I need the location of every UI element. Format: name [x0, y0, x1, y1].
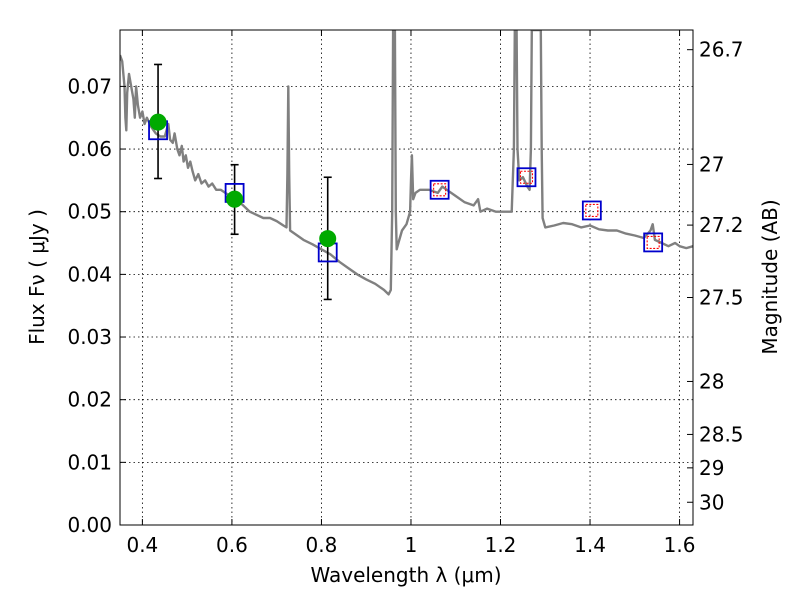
marker-layer	[148, 63, 664, 301]
x-axis-label: Wavelength λ (μm)	[310, 563, 501, 587]
y-tick-label: 0.07	[67, 74, 112, 98]
plot-area	[120, 30, 693, 296]
mag-tick-label: 28	[699, 369, 724, 393]
model-band-square	[643, 232, 664, 253]
mag-tick-label: 27.2	[699, 213, 744, 237]
observed-point	[226, 190, 244, 208]
y-tick-label: 0.05	[67, 200, 112, 224]
plot-frame	[119, 29, 694, 526]
band-flux-square	[585, 203, 599, 218]
y-tick-label: 0.03	[67, 325, 112, 349]
spectrum-line	[120, 30, 693, 296]
band-flux-square	[519, 170, 534, 184]
band-flux-square	[646, 235, 660, 249]
y-tick-label: 0.01	[67, 450, 112, 474]
x-tick-label: 1.2	[485, 533, 517, 557]
y-tick-label: 0.00	[67, 513, 112, 537]
y-tick-label: 0.06	[67, 137, 112, 161]
observed-point	[149, 113, 167, 131]
y-axis-label: Flux Fν ( μJy )	[25, 209, 49, 345]
x-tick-label: 0.6	[216, 533, 248, 557]
model-band-square	[429, 179, 450, 200]
model-band-square	[516, 167, 537, 188]
model-band-square	[581, 200, 602, 221]
x-tick-label: 0.8	[306, 533, 338, 557]
y-tick-label: 0.04	[67, 262, 112, 286]
mag-tick-label: 27	[699, 152, 724, 176]
mag-tick-label: 26.7	[699, 38, 744, 62]
y2-axis-label: Magnitude (AB)	[758, 199, 782, 354]
mag-tick-label: 27.5	[699, 286, 744, 310]
x-tick-label: 1	[405, 533, 418, 557]
mag-tick-label: 29	[699, 456, 724, 480]
axes: 0.4 0.6 0.8 1 1.2 1.4 1.6 0.00 0.01 0.02 0.03 0.04 0…	[67, 30, 744, 557]
x-tick-label: 1.6	[664, 533, 696, 557]
band-flux-square	[433, 183, 447, 197]
mag-tick-label: 30	[699, 490, 724, 514]
x-tick-label: 1.4	[574, 533, 606, 557]
x-tick-label: 0.4	[126, 533, 158, 557]
y-tick-label: 0.02	[67, 388, 112, 412]
mag-tick-label: 28.5	[699, 422, 744, 446]
observed-point	[319, 230, 337, 248]
